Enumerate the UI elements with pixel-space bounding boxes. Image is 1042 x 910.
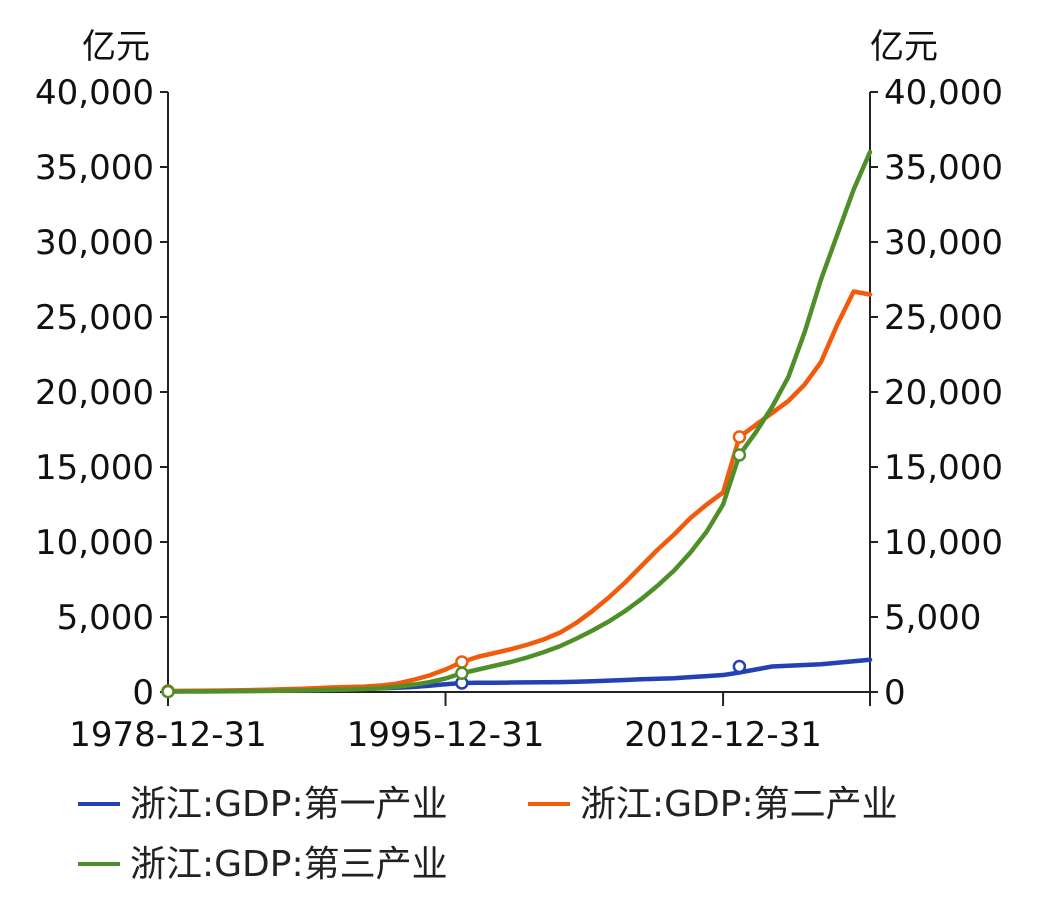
right-y-tick-label: 30,000 — [884, 223, 1003, 263]
series-2-marker — [732, 430, 747, 444]
left-y-tick-label: 10,000 — [35, 523, 154, 563]
left-y-tick-label: 40,000 — [35, 73, 154, 113]
series-3-marker — [455, 666, 469, 680]
right-y-tick-label: 5,000 — [884, 598, 981, 638]
left-axis-unit-label: 亿元 — [82, 27, 150, 67]
series-1-marker — [732, 659, 747, 674]
right-y-tick-label: 35,000 — [884, 148, 1003, 188]
x-tick-label: 1978-12-31 — [69, 715, 267, 755]
series-line-1 — [165, 657, 873, 694]
left-y-tick-label: 5,000 — [57, 598, 154, 638]
series-layer — [161, 149, 873, 699]
left-y-tick-label: 20,000 — [35, 373, 154, 413]
left-y-tick-label: 30,000 — [35, 223, 154, 263]
series-3-marker — [161, 684, 175, 699]
legend-label-3: 浙江:GDP:第三产业 — [130, 844, 448, 885]
right-y-tick-label: 0 — [884, 673, 906, 713]
left-y-tick-label: 25,000 — [35, 298, 154, 338]
series-2-marker — [455, 655, 469, 669]
right-y-tick-label: 25,000 — [884, 298, 1003, 338]
right-y-tick-label: 15,000 — [884, 448, 1003, 488]
left-y-tick-label: 35,000 — [35, 148, 154, 188]
left-y-tick-label: 15,000 — [35, 448, 154, 488]
left-y-tick-label: 0 — [132, 673, 154, 713]
right-axis-unit-label: 亿元 — [870, 27, 938, 67]
series-line-3 — [165, 149, 873, 694]
right-y-tick-label: 10,000 — [884, 523, 1003, 563]
legend-label-1: 浙江:GDP:第一产业 — [130, 784, 448, 825]
series-3-marker — [732, 448, 747, 462]
legend-label-2: 浙江:GDP:第二产业 — [580, 784, 898, 825]
series-line-2 — [165, 289, 873, 694]
x-tick-label: 1995-12-31 — [347, 715, 545, 755]
axes: 0 0 5,000 5,000 10,000 10,000 15,000 15,000 20,0… — [35, 73, 1003, 755]
right-y-tick-label: 40,000 — [884, 73, 1003, 113]
x-tick-label: 2012-12-31 — [624, 715, 822, 755]
right-y-tick-label: 20,000 — [884, 373, 1003, 413]
